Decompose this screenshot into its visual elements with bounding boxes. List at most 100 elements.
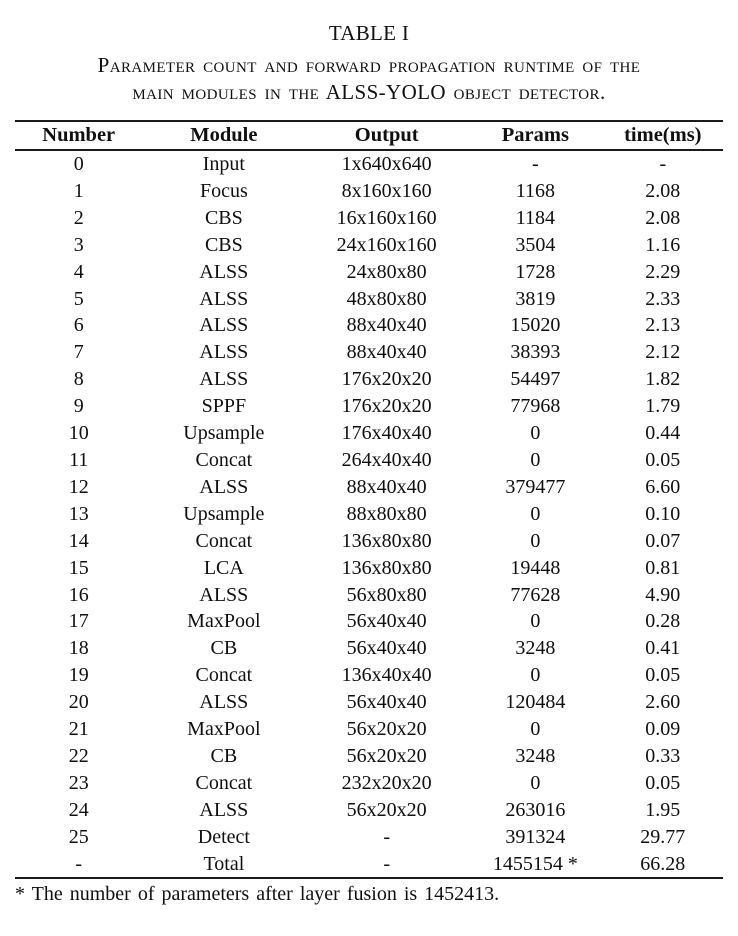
table-cell: Focus: [199, 179, 248, 202]
column-header-time: time(ms): [602, 121, 723, 151]
table-row: 4 ALSS 24x80x80 1728 2.29: [15, 259, 723, 286]
table-header-row: Number Module Output Params time(ms): [15, 121, 723, 151]
table-row: - Total - 1455154 * 66.28: [15, 851, 723, 879]
table-row: 25 Detect - 391324 29.77: [15, 824, 723, 851]
table-cell: -: [383, 825, 391, 848]
table-cell: Total: [203, 852, 245, 875]
table-cell: 1.16: [645, 233, 681, 256]
table-caption-line-2: main modules in the ALSS-YOLO object det…: [132, 80, 606, 104]
table-cell: 56x40x40: [346, 637, 427, 660]
table-cell: 1: [73, 179, 84, 202]
table-row: 7 ALSS 88x40x40 38393 2.12: [15, 339, 723, 366]
table-cell: 21: [68, 718, 89, 741]
table-cell: 9: [73, 395, 84, 418]
table-cell: 0: [73, 153, 84, 175]
table-cell: ALSS: [199, 287, 249, 310]
table-cell: 232x20x20: [341, 771, 432, 794]
table-row: 21 MaxPool 56x20x20 0 0.09: [15, 716, 723, 743]
table-cell: 24x160x160: [336, 233, 437, 256]
table-row: 3 CBS 24x160x160 3504 1.16: [15, 232, 723, 259]
table-cell: Concat: [195, 771, 253, 794]
table-cell: 0.05: [645, 664, 681, 687]
table-row: 1 Focus 8x160x160 1168 2.08: [15, 178, 723, 205]
table-cell: 12: [68, 475, 89, 498]
table-cell: ALSS: [199, 798, 249, 821]
table-row: 0 Input 1x640x640 - -: [15, 150, 723, 178]
table-cell: 6.60: [645, 475, 681, 498]
table-row: 22 CB 56x20x20 3248 0.33: [15, 743, 723, 770]
table-cell: 0.81: [645, 556, 681, 579]
table-cell: 0: [530, 664, 541, 687]
table-cell: CB: [210, 637, 238, 660]
table-cell: 0.33: [645, 744, 681, 767]
table-cell: 19448: [510, 556, 561, 579]
table-cell: 13: [68, 502, 89, 525]
table-cell: 2.33: [645, 287, 681, 310]
table-row: 13 Upsample 88x80x80 0 0.10: [15, 501, 723, 528]
table-row: 12 ALSS 88x40x40 379477 6.60: [15, 474, 723, 501]
table-cell: 0: [530, 610, 541, 633]
table-cell: ALSS: [199, 260, 249, 283]
table-cell: 17: [68, 610, 89, 633]
table-cell: 15: [68, 556, 89, 579]
table-row: 10 Upsample 176x40x40 0 0.44: [15, 420, 723, 447]
table-cell: MaxPool: [187, 610, 261, 633]
table-cell: 3248: [515, 637, 556, 660]
table-cell: 0: [530, 771, 541, 794]
table-cell: 8: [73, 368, 84, 391]
table-row: 18 CB 56x40x40 3248 0.41: [15, 635, 723, 662]
table-cell: 88x40x40: [346, 314, 427, 337]
table-cell: LCA: [203, 556, 244, 579]
table-row: 2 CBS 16x160x160 1184 2.08: [15, 205, 723, 232]
table-cell: Concat: [195, 448, 253, 471]
table-cell: 56x20x20: [346, 798, 427, 821]
table-footnote: * The number of parameters after layer f…: [15, 883, 500, 906]
table-cell: 136x40x40: [341, 664, 432, 687]
table-cell: Input: [202, 153, 245, 175]
table-cell: 0: [530, 529, 541, 552]
table-cell: ALSS: [199, 314, 249, 337]
table-cell: -: [659, 153, 667, 175]
table-cell: CB: [210, 744, 238, 767]
table-cell: 7: [73, 341, 84, 364]
table-cell: 2.29: [645, 260, 681, 283]
table-cell: 48x80x80: [346, 287, 427, 310]
table-cell: 22: [68, 744, 89, 767]
table-cell: 1455154 *: [492, 852, 578, 875]
column-header-number: Number: [15, 121, 143, 151]
table-cell: 88x40x40: [346, 341, 427, 364]
table-cell: 0.10: [645, 502, 681, 525]
table-cell: 23: [68, 771, 89, 794]
table-cell: 11: [69, 448, 89, 471]
table-cell: 16: [68, 583, 89, 606]
table-cell: 1184: [515, 206, 555, 229]
table-cell: 10: [68, 422, 89, 445]
table-row: 11 Concat 264x40x40 0 0.05: [15, 447, 723, 474]
table-cell: 38393: [510, 341, 561, 364]
table-cell: 16x160x160: [336, 206, 437, 229]
table-cell: 0.28: [645, 610, 681, 633]
table-cell: 20: [68, 691, 89, 714]
table-cell: 56x40x40: [346, 691, 427, 714]
table-cell: 3: [73, 233, 84, 256]
table-cell: ALSS: [199, 583, 249, 606]
table-cell: 56x20x20: [346, 718, 427, 741]
table-cell: 56x40x40: [346, 610, 427, 633]
table-row: 5 ALSS 48x80x80 3819 2.33: [15, 286, 723, 313]
table-row: 15 LCA 136x80x80 19448 0.81: [15, 555, 723, 582]
table-cell: Concat: [195, 529, 253, 552]
table-cell: 56x80x80: [346, 583, 427, 606]
table-cell: 0.05: [645, 448, 681, 471]
modules-table: Number Module Output Params time(ms) 0 In…: [15, 120, 723, 880]
table-cell: 120484: [505, 691, 566, 714]
table-header: Number Module Output Params time(ms): [15, 121, 723, 151]
table-cell: 4.90: [645, 583, 681, 606]
table-row: 14 Concat 136x80x80 0 0.07: [15, 528, 723, 555]
table-cell: 2: [73, 206, 84, 229]
table-cell: Upsample: [183, 422, 265, 445]
table-cell: 56x20x20: [346, 744, 427, 767]
table-cell: 0: [530, 422, 541, 445]
table-cell: ALSS: [199, 691, 249, 714]
table-cell: 0.07: [645, 529, 681, 552]
table-cell: 391324: [505, 825, 566, 848]
